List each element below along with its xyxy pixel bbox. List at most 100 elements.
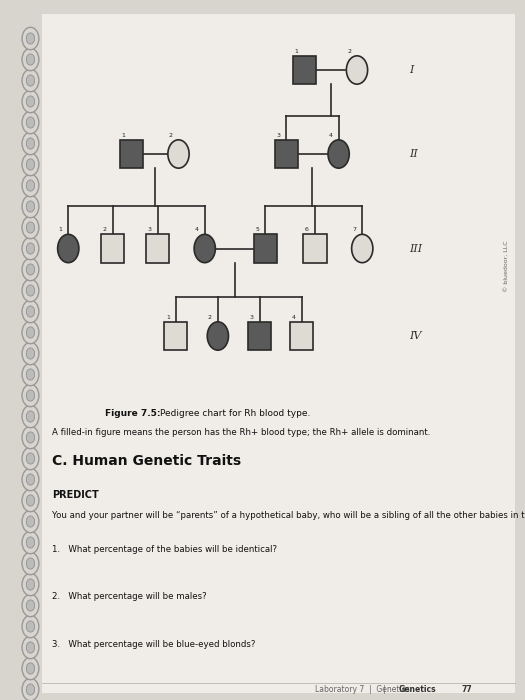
Text: Genetics: Genetics [399, 685, 437, 694]
Circle shape [22, 174, 39, 197]
Circle shape [26, 579, 35, 590]
Circle shape [26, 411, 35, 422]
Text: PREDICT: PREDICT [52, 490, 99, 500]
Circle shape [26, 390, 35, 401]
FancyBboxPatch shape [42, 14, 514, 693]
Circle shape [26, 138, 35, 149]
Text: 1: 1 [58, 228, 62, 232]
Circle shape [26, 243, 35, 254]
Circle shape [26, 159, 35, 170]
Bar [254, 234, 277, 262]
Circle shape [26, 54, 35, 65]
Circle shape [22, 195, 39, 218]
Text: 3: 3 [276, 133, 280, 138]
Text: II: II [410, 149, 418, 159]
Circle shape [22, 321, 39, 344]
Circle shape [168, 140, 189, 168]
Text: Pedigree chart for Rh blood type.: Pedigree chart for Rh blood type. [160, 410, 310, 419]
Circle shape [58, 234, 79, 262]
Circle shape [26, 495, 35, 506]
Circle shape [22, 279, 39, 302]
Circle shape [26, 117, 35, 128]
Circle shape [346, 56, 367, 84]
Circle shape [22, 153, 39, 176]
Text: 4: 4 [195, 228, 199, 232]
Text: 3.   What percentage will be blue-eyed blonds?: 3. What percentage will be blue-eyed blo… [52, 640, 256, 649]
Circle shape [26, 453, 35, 464]
Circle shape [22, 615, 39, 638]
Circle shape [22, 573, 39, 596]
Circle shape [22, 258, 39, 281]
Circle shape [26, 75, 35, 86]
Text: 1: 1 [121, 133, 125, 138]
Circle shape [26, 432, 35, 443]
Circle shape [26, 558, 35, 569]
Circle shape [26, 600, 35, 611]
Circle shape [22, 552, 39, 575]
Circle shape [22, 594, 39, 617]
Circle shape [26, 180, 35, 191]
Bar [303, 234, 327, 262]
Text: 1: 1 [295, 49, 298, 54]
Text: 77: 77 [462, 685, 472, 694]
Circle shape [22, 300, 39, 323]
Text: 4: 4 [292, 315, 296, 320]
Circle shape [22, 426, 39, 449]
Text: You and your partner will be “parents” of a hypothetical baby, who will be a sib: You and your partner will be “parents” o… [52, 511, 525, 520]
Circle shape [194, 234, 215, 262]
Circle shape [26, 96, 35, 107]
Circle shape [22, 531, 39, 554]
Circle shape [22, 657, 39, 680]
Circle shape [22, 510, 39, 533]
Circle shape [26, 348, 35, 359]
Circle shape [26, 33, 35, 44]
Text: 2: 2 [347, 49, 351, 54]
Circle shape [26, 663, 35, 674]
Circle shape [22, 636, 39, 659]
Text: Laboratory 7  |  Genetics: Laboratory 7 | Genetics [315, 685, 410, 694]
Circle shape [26, 222, 35, 233]
Circle shape [26, 684, 35, 695]
Text: I: I [410, 65, 414, 75]
Text: 2: 2 [208, 315, 212, 320]
Circle shape [328, 140, 349, 168]
Circle shape [26, 537, 35, 548]
Bar [146, 234, 169, 262]
Circle shape [22, 48, 39, 71]
Circle shape [22, 363, 39, 386]
Circle shape [26, 285, 35, 296]
Text: 2: 2 [169, 133, 173, 138]
Bar [248, 322, 271, 350]
Circle shape [22, 237, 39, 260]
Circle shape [26, 201, 35, 212]
Circle shape [26, 327, 35, 338]
Text: IV: IV [410, 331, 422, 341]
Bar [290, 322, 313, 350]
Text: Figure 7.5:: Figure 7.5: [105, 410, 164, 419]
Circle shape [22, 468, 39, 491]
Text: A filled-in figure means the person has the Rh+ blood type; the Rh+ allele is do: A filled-in figure means the person has … [52, 428, 431, 438]
Text: 1: 1 [166, 315, 170, 320]
Circle shape [22, 111, 39, 134]
Circle shape [22, 342, 39, 365]
Text: 7: 7 [352, 228, 356, 232]
Circle shape [26, 474, 35, 485]
Circle shape [22, 69, 39, 92]
Text: 3: 3 [148, 228, 152, 232]
Circle shape [26, 369, 35, 380]
Bar [293, 56, 316, 84]
Circle shape [22, 489, 39, 512]
Circle shape [26, 306, 35, 317]
Text: © bluedoor, LLC: © bluedoor, LLC [504, 240, 509, 292]
Circle shape [22, 27, 39, 50]
Text: 2.   What percentage will be males?: 2. What percentage will be males? [52, 592, 207, 601]
Circle shape [26, 642, 35, 653]
Text: 5: 5 [255, 228, 259, 232]
Circle shape [22, 405, 39, 428]
Text: III: III [410, 244, 423, 253]
Circle shape [22, 132, 39, 155]
Circle shape [26, 621, 35, 632]
Circle shape [22, 678, 39, 700]
Text: C. Human Genetic Traits: C. Human Genetic Traits [52, 454, 242, 468]
Circle shape [22, 447, 39, 470]
